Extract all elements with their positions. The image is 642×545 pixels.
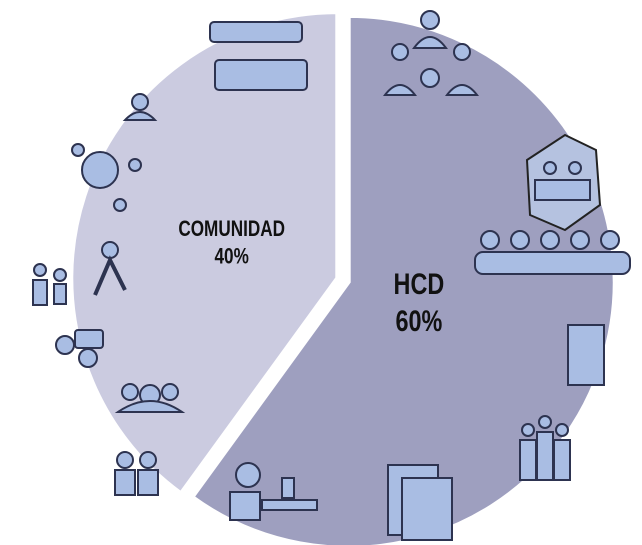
icon-group bbox=[55, 93, 186, 496]
icon-audience bbox=[474, 230, 631, 275]
category-label: COMUNIDAD bbox=[178, 217, 285, 242]
value-label: 60% bbox=[395, 304, 442, 337]
icon-tree bbox=[71, 143, 142, 212]
category-label: HCD bbox=[394, 267, 445, 300]
icon-document bbox=[387, 324, 605, 541]
value-label: 40% bbox=[215, 244, 250, 269]
slice-label: HCD 60% bbox=[394, 267, 445, 338]
icon-suits bbox=[519, 415, 571, 481]
decorative-icons bbox=[32, 10, 631, 541]
icon-desk bbox=[229, 462, 318, 521]
icon-family bbox=[32, 241, 127, 306]
icon-people bbox=[382, 10, 480, 96]
icon-meeting bbox=[209, 21, 308, 91]
icon-podium bbox=[525, 133, 602, 232]
